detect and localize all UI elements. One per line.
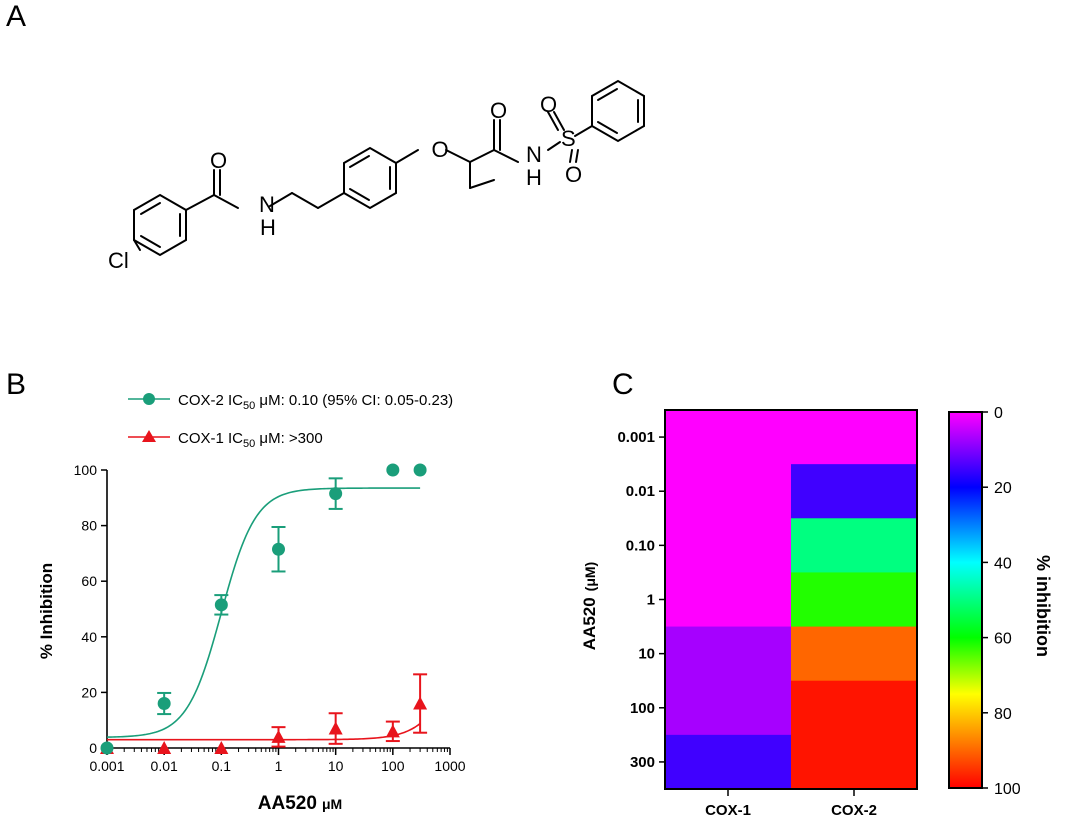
heatmap-cell [665,410,792,465]
y-tick-label: 60 [81,573,97,589]
atom-o-ether: O [431,137,448,162]
atom-o-sulfonyl-bottom: O [565,162,582,187]
heatmap-cell [791,410,918,465]
legend-marker-cox2 [143,393,155,405]
panel-label-c: C [612,368,634,401]
heatmap-cell [665,626,792,682]
colorbar-tick-label: 0 [994,405,1003,422]
heatmap-cell [791,734,918,790]
x-tick-label: 10 [328,758,344,774]
row-label: 1 [647,592,655,609]
colorbar-tick-label: 60 [994,631,1012,648]
heatmap-cell [791,464,918,519]
x-tick-label: 1 [275,758,283,774]
atom-n-amide: N [259,192,275,217]
atom-h-amide: H [260,215,276,240]
data-point-cox1 [157,741,172,754]
heatmap-cell [791,518,918,573]
colorbar-tick-label: 100 [994,781,1021,798]
heatmap-cell [791,626,918,682]
x-tick-label: 1000 [434,758,465,774]
data-point-cox2 [329,487,343,501]
data-point-cox2 [100,741,114,755]
legend-label-cox2: COX-2 IC50 μM: 0.10 (95% CI: 0.05-0.23) [178,392,453,412]
y-tick-label: 100 [74,462,98,478]
data-point-cox2 [386,463,400,477]
colorbar-tick-label: 20 [994,480,1012,497]
x-tick-label: 100 [381,758,405,774]
data-point-cox2 [214,598,228,612]
dose-response-chart: COX-2 IC50 μM: 0.10 (95% CI: 0.05-0.23) … [37,392,466,814]
data-point-cox1 [413,696,428,710]
colorbar-tick-label: 40 [994,555,1012,572]
heatmap-cell [791,680,918,736]
heatmap-cell [665,518,792,573]
data-point-cox2 [272,542,285,556]
colorbar [948,411,983,789]
atom-cl: Cl [108,248,129,273]
x-tick-label: 0.01 [151,758,178,774]
y-axis-label: % Inhibition [37,563,56,659]
row-label: 0.001 [617,429,655,446]
legend-marker-cox1 [142,430,156,442]
fit-curve-cox1 [107,722,421,741]
data-point-cox1 [214,741,229,754]
y-tick-label: 0 [89,740,97,756]
data-point-cox2 [413,463,427,477]
row-label: 300 [630,754,655,771]
heatmap-cell [665,680,792,736]
atom-o-amide: O [210,148,227,173]
atom-o-carbonyl: O [490,98,507,123]
row-label: 0.01 [626,483,655,500]
column-label: COX-2 [831,802,877,819]
row-label: 100 [630,700,655,717]
atom-s: S [561,126,576,151]
colorbar-label: % inhibition [1033,555,1053,657]
inhibition-heatmap: 0.001 0.01 0.10 1 10 100 300 COX-1 COX-2 AA520(μ… [580,405,1053,819]
column-label: COX-1 [705,802,751,819]
y-tick-label: 80 [81,518,97,534]
heatmap-cell [665,734,792,790]
atom-o-sulfonyl-top: O [540,92,557,117]
data-point-cox1 [271,729,286,743]
chart-legend: COX-2 IC50 μM: 0.10 (95% CI: 0.05-0.23) … [128,392,453,450]
atom-h-sulfonamide: H [526,165,542,190]
y-tick-label: 20 [81,684,97,700]
heatmap-cell [791,572,918,628]
row-label: 10 [638,646,655,663]
atom-n-sulfonamide: N [526,142,542,167]
fit-curve-cox2 [106,487,421,738]
legend-label-cox1: COX-1 IC50 μM: >300 [178,430,323,450]
y-tick-label: 40 [81,629,97,645]
x-tick-label: 0.001 [89,758,124,774]
data-point-cox1 [385,724,400,738]
chemical-structure: O N H O O N H S O O Cl [108,79,645,273]
heatmap-cell [665,572,792,628]
panel-label-b: B [6,368,27,401]
data-point-cox1 [328,721,343,735]
heatmap-cell [665,464,792,519]
row-label: 0.10 [626,537,655,554]
data-point-cox2 [157,697,171,711]
x-tick-label: 0.1 [212,758,232,774]
colorbar-tick-label: 80 [994,706,1012,723]
panel-label-a: A [6,0,27,33]
x-axis-label: AA520 μM [258,793,342,814]
heatmap-y-axis-label: AA520(μM) [580,562,599,650]
